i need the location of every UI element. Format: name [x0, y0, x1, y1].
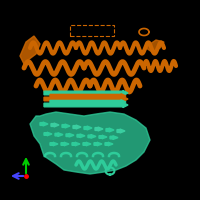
FancyArrow shape — [88, 135, 96, 138]
FancyArrow shape — [94, 142, 102, 146]
FancyArrow shape — [105, 142, 113, 146]
FancyArrow shape — [84, 126, 92, 130]
FancyArrow shape — [77, 134, 85, 138]
FancyArrow shape — [110, 136, 118, 139]
FancyArrow shape — [50, 100, 126, 104]
Polygon shape — [20, 36, 40, 64]
Polygon shape — [30, 112, 150, 174]
FancyArrow shape — [72, 142, 80, 146]
FancyArrow shape — [44, 132, 52, 136]
FancyArrow shape — [99, 135, 107, 139]
FancyArrow shape — [66, 133, 74, 137]
FancyArrow shape — [95, 127, 103, 131]
Polygon shape — [146, 40, 164, 52]
FancyArrow shape — [106, 128, 114, 132]
FancyArrow shape — [73, 125, 81, 129]
FancyArrow shape — [117, 129, 125, 133]
FancyArrow shape — [61, 142, 69, 146]
FancyArrow shape — [44, 102, 128, 108]
FancyArrow shape — [40, 122, 48, 126]
FancyArrow shape — [62, 124, 70, 128]
FancyArrow shape — [50, 142, 58, 146]
FancyArrow shape — [50, 94, 126, 98]
FancyArrow shape — [44, 96, 128, 102]
FancyArrow shape — [83, 142, 91, 146]
FancyArrow shape — [44, 90, 128, 96]
FancyArrow shape — [55, 133, 63, 136]
FancyArrow shape — [51, 123, 59, 127]
